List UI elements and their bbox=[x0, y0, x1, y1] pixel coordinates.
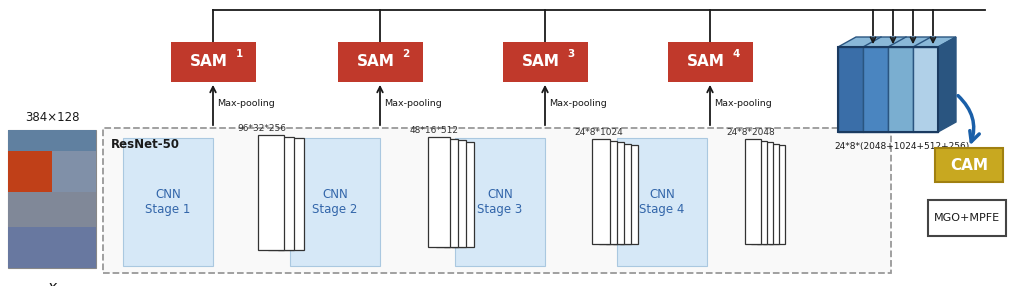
Text: ResNet-50: ResNet-50 bbox=[111, 138, 179, 150]
Bar bbox=[863, 47, 888, 132]
Bar bbox=[8, 227, 96, 268]
Bar bbox=[268, 136, 294, 250]
Text: 4: 4 bbox=[732, 49, 739, 59]
Text: 48*16*512: 48*16*512 bbox=[410, 126, 458, 135]
Text: CAM: CAM bbox=[950, 158, 988, 172]
Text: 2: 2 bbox=[403, 49, 410, 59]
Text: 24*8*2048: 24*8*2048 bbox=[727, 128, 776, 137]
Bar bbox=[838, 47, 863, 132]
Bar bbox=[170, 42, 256, 82]
Polygon shape bbox=[838, 37, 956, 47]
Bar bbox=[606, 142, 624, 244]
Bar bbox=[620, 145, 638, 244]
Bar bbox=[613, 144, 631, 244]
Bar bbox=[8, 192, 96, 268]
Bar bbox=[8, 130, 96, 151]
Bar bbox=[745, 139, 760, 244]
Bar bbox=[763, 144, 779, 244]
Bar bbox=[258, 135, 284, 250]
Bar bbox=[838, 47, 938, 132]
Bar bbox=[913, 47, 938, 132]
Text: 1: 1 bbox=[235, 49, 242, 59]
Bar bbox=[290, 138, 380, 266]
Text: SAM: SAM bbox=[190, 55, 228, 69]
Bar bbox=[338, 42, 423, 82]
Bar bbox=[599, 140, 617, 244]
Bar bbox=[123, 138, 213, 266]
Bar bbox=[455, 138, 545, 266]
Bar bbox=[935, 148, 1003, 182]
Bar bbox=[278, 138, 304, 250]
Bar bbox=[503, 42, 587, 82]
Bar bbox=[8, 151, 52, 192]
Bar bbox=[888, 47, 913, 132]
Bar bbox=[667, 42, 752, 82]
Text: Max-pooling: Max-pooling bbox=[384, 98, 442, 108]
Text: SAM: SAM bbox=[687, 55, 725, 69]
Bar bbox=[592, 139, 610, 244]
Text: SAM: SAM bbox=[357, 55, 394, 69]
Bar bbox=[428, 137, 450, 247]
Bar bbox=[751, 140, 767, 244]
Bar bbox=[436, 138, 458, 247]
Bar bbox=[617, 138, 707, 266]
Polygon shape bbox=[938, 37, 956, 132]
Text: x: x bbox=[48, 280, 57, 286]
Bar bbox=[8, 130, 96, 268]
Text: CNN
Stage 2: CNN Stage 2 bbox=[312, 188, 358, 216]
Text: CNN
Stage 1: CNN Stage 1 bbox=[145, 188, 191, 216]
Text: 96*32*256: 96*32*256 bbox=[237, 124, 287, 133]
Bar bbox=[103, 128, 891, 273]
Bar bbox=[769, 145, 785, 244]
Bar bbox=[444, 140, 466, 247]
Bar bbox=[452, 142, 474, 247]
Bar bbox=[52, 151, 96, 192]
Text: Max-pooling: Max-pooling bbox=[217, 98, 275, 108]
Text: 3: 3 bbox=[568, 49, 575, 59]
Text: 24*8*1024: 24*8*1024 bbox=[574, 128, 623, 137]
Bar bbox=[757, 142, 773, 244]
FancyArrowPatch shape bbox=[958, 96, 980, 142]
Text: 24*8*(2048+1024+512+256): 24*8*(2048+1024+512+256) bbox=[835, 142, 969, 151]
Bar bbox=[928, 200, 1006, 236]
Text: Max-pooling: Max-pooling bbox=[550, 98, 606, 108]
Text: CNN
Stage 4: CNN Stage 4 bbox=[639, 188, 684, 216]
Text: MGO+MPFE: MGO+MPFE bbox=[934, 213, 1000, 223]
Text: 384×128: 384×128 bbox=[24, 111, 79, 124]
Text: CNN
Stage 3: CNN Stage 3 bbox=[478, 188, 522, 216]
Text: SAM: SAM bbox=[522, 55, 560, 69]
Text: Max-pooling: Max-pooling bbox=[714, 98, 772, 108]
